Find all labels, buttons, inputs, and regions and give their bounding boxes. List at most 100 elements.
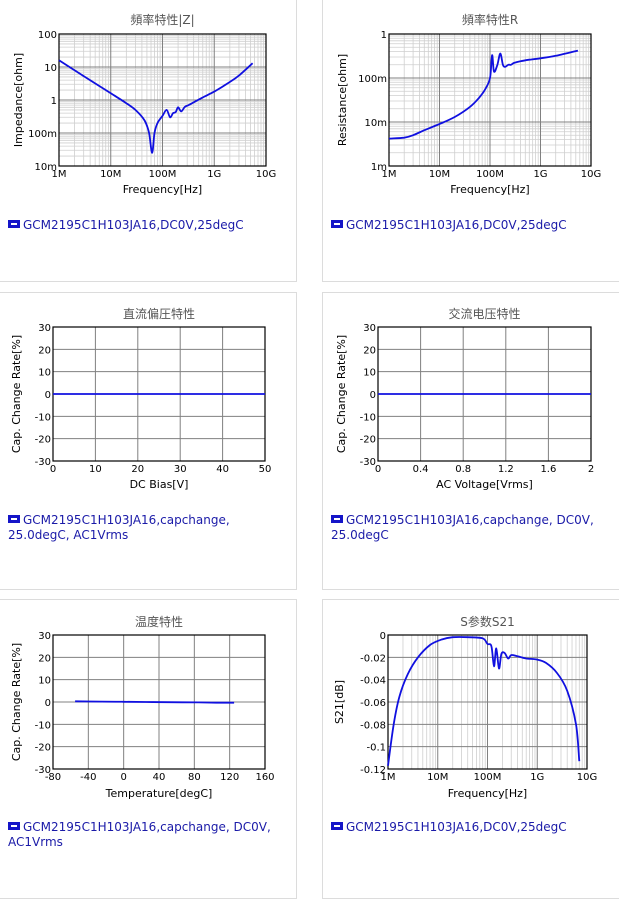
- x-tick-label: 10M: [429, 169, 450, 180]
- legend-label: GCM2195C1H103JA16,capchange, DC0V, AC1Vr…: [8, 820, 271, 849]
- legend-label: GCM2195C1H103JA16,capchange, 25.0degC, A…: [8, 513, 230, 542]
- y-tick-label: 100m: [28, 129, 57, 140]
- acvoltage-chart: 交流电压特性 0 0.4 0.8 1.2 1.6 2 30 20 10 0 -10 -20 -30 AC V…: [335, 306, 594, 491]
- y-tick-label: -0.04: [360, 676, 386, 687]
- y-tick-label: 10m: [35, 162, 57, 173]
- y-tick-label: -20: [35, 743, 51, 754]
- legend-label: GCM2195C1H103JA16,DC0V,25degC: [346, 218, 567, 232]
- minus-icon: [8, 822, 20, 830]
- x-tick-label: 1M: [52, 169, 67, 180]
- y-tick-label: 30: [38, 631, 51, 642]
- chart-title: 直流偏圧特性: [123, 306, 195, 321]
- x-tick-label: 100M: [474, 772, 502, 783]
- x-tick-label: 2: [588, 464, 594, 475]
- x-tick-label: 10M: [100, 169, 121, 180]
- x-tick-label: 40: [153, 772, 166, 783]
- y-tick-label: 100: [38, 30, 57, 41]
- x-tick-label: 1G: [530, 772, 544, 783]
- legend-label: GCM2195C1H103JA16,DC0V,25degC: [346, 820, 567, 834]
- y-tick-label: -10: [35, 720, 51, 731]
- x-tick-label: 1.2: [498, 464, 514, 475]
- y-tick-label: 0: [380, 631, 386, 642]
- y-axis-label: Cap. Change Rate[%]: [10, 643, 23, 761]
- legend-s21[interactable]: GCM2195C1H103JA16,DC0V,25degC: [331, 820, 601, 835]
- legend-temperature[interactable]: GCM2195C1H103JA16,capchange, DC0V, AC1Vr…: [8, 820, 278, 850]
- y-tick-label: 10: [38, 368, 51, 379]
- y-axis-label: Resistance[ohm]: [336, 54, 349, 146]
- x-tick-label: 1G: [533, 169, 547, 180]
- y-tick-label: -0.08: [360, 720, 386, 731]
- chart-card-dcbias: 直流偏圧特性 0 10 20 30 40 50 30 20 10 0 -10 -20 -30 DC Bias…: [0, 292, 297, 590]
- minus-icon: [331, 220, 343, 228]
- y-tick-label: -30: [35, 765, 51, 776]
- legend-resistance[interactable]: GCM2195C1H103JA16,DC0V,25degC: [331, 218, 601, 233]
- plot-frame: [388, 33, 592, 167]
- chart-card-impedance: 頻率特性|Z| 1M 10M 100M 1G 10G 100 10 1 100m 10m Freque…: [0, 0, 297, 282]
- x-tick-label: 80: [188, 772, 201, 783]
- series-line: [75, 700, 235, 704]
- minus-icon: [331, 822, 343, 830]
- plot-frame: [387, 634, 588, 770]
- chart-card-s21: S参数S21 1M 10M 100M 1G 10G 0 -0.02 -0.04 -0.06 -0.0…: [322, 599, 619, 899]
- x-axis-label: Temperature[degC]: [105, 787, 213, 800]
- legend-acvoltage[interactable]: GCM2195C1H103JA16,capchange, DC0V, 25.0d…: [331, 513, 601, 543]
- x-tick-label: 10: [89, 464, 102, 475]
- chart-card-acvoltage: 交流电压特性 0 0.4 0.8 1.2 1.6 2 30 20 10 0 -10 -20 -30 AC V…: [322, 292, 619, 590]
- x-axis-label: Frequency[Hz]: [123, 183, 202, 196]
- x-tick-label: 1.6: [540, 464, 556, 475]
- legend-impedance[interactable]: GCM2195C1H103JA16,DC0V,25degC: [8, 218, 278, 233]
- x-tick-label: 20: [131, 464, 144, 475]
- x-tick-label: 10G: [577, 772, 597, 783]
- x-tick-label: 100M: [149, 169, 177, 180]
- s21-chart: S参数S21 1M 10M 100M 1G 10G 0 -0.02 -0.04 -0.06 -0.0…: [333, 614, 597, 800]
- x-tick-label: 50: [259, 464, 272, 475]
- x-axis-label: AC Voltage[Vrms]: [436, 478, 533, 491]
- x-tick-label: -40: [80, 772, 96, 783]
- chart-title: S参数S21: [460, 614, 515, 629]
- x-tick-label: 10G: [581, 169, 601, 180]
- dcbias-chart: 直流偏圧特性 0 10 20 30 40 50 30 20 10 0 -10 -20 -30 DC Bias…: [10, 306, 272, 491]
- x-tick-label: 1G: [207, 169, 221, 180]
- legend-label: GCM2195C1H103JA16,DC0V,25degC: [23, 218, 244, 232]
- y-tick-label: 20: [38, 345, 51, 356]
- x-tick-label: 0: [50, 464, 56, 475]
- x-tick-label: 1M: [381, 772, 396, 783]
- y-tick-label: -0.06: [360, 698, 386, 709]
- y-tick-label: 30: [38, 323, 51, 334]
- resistance-chart: 頻率特性R 1M 10M 100M 1G 10G 1 100m 10m 1m Frequency[H…: [336, 12, 601, 196]
- y-axis-label: Cap. Change Rate[%]: [10, 335, 23, 453]
- y-axis-label: S21[dB]: [333, 680, 346, 724]
- chart-title: 頻率特性|Z|: [130, 12, 194, 27]
- y-tick-label: -0.02: [360, 653, 386, 664]
- x-tick-label: 160: [255, 772, 274, 783]
- impedance-chart: 頻率特性|Z| 1M 10M 100M 1G 10G 100 10 1 100m 10m Freque…: [12, 12, 276, 196]
- x-tick-label: 1M: [382, 169, 397, 180]
- minus-icon: [331, 515, 343, 523]
- x-axis-label: Frequency[Hz]: [448, 787, 527, 800]
- y-tick-label: -30: [360, 457, 376, 468]
- x-axis-label: Frequency[Hz]: [450, 183, 529, 196]
- x-tick-label: 0: [120, 772, 126, 783]
- y-tick-label: -20: [35, 435, 51, 446]
- x-tick-label: 10M: [427, 772, 448, 783]
- temperature-chart: 温度特性 -80 -40 0 40 80 120 160 30 20 10 0 -10 -20 -30 Tem…: [10, 614, 275, 800]
- y-tick-label: -0.1: [366, 743, 386, 754]
- chart-card-temperature: 温度特性 -80 -40 0 40 80 120 160 30 20 10 0 -10 -20 -30 Tem…: [0, 599, 297, 899]
- y-tick-label: -0.12: [360, 765, 386, 776]
- x-axis-label: DC Bias[V]: [130, 478, 189, 491]
- x-tick-label: 100M: [476, 169, 504, 180]
- x-tick-label: 120: [220, 772, 239, 783]
- y-tick-label: 0: [45, 698, 51, 709]
- legend-label: GCM2195C1H103JA16,capchange, DC0V, 25.0d…: [331, 513, 594, 542]
- x-tick-label: 0.8: [455, 464, 471, 475]
- x-tick-label: 0: [375, 464, 381, 475]
- y-tick-label: 0: [370, 390, 376, 401]
- legend-dcbias[interactable]: GCM2195C1H103JA16,capchange, 25.0degC, A…: [8, 513, 278, 543]
- plot-frame: [58, 33, 267, 167]
- x-tick-label: 40: [216, 464, 229, 475]
- x-tick-label: 0.4: [413, 464, 429, 475]
- y-tick-label: 0: [45, 390, 51, 401]
- series-line: [387, 636, 581, 766]
- y-tick-label: -20: [360, 435, 376, 446]
- x-tick-label: 10G: [256, 169, 276, 180]
